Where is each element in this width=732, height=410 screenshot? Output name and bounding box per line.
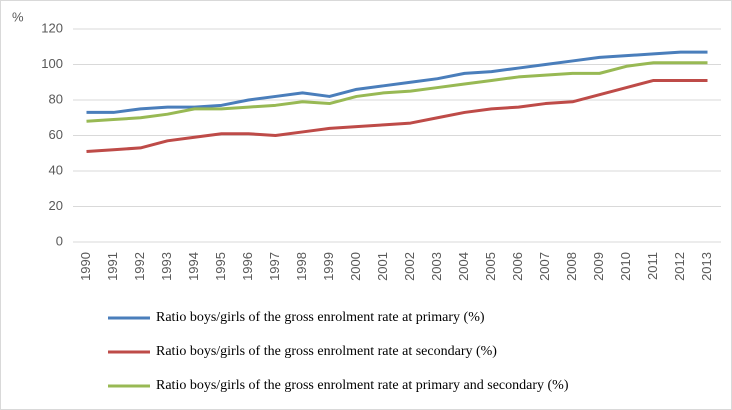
data-line: [86, 61, 708, 123]
y-tick-label: 120: [41, 20, 63, 35]
x-tick-label: 2006: [510, 252, 525, 281]
x-tick-label: 2008: [564, 252, 579, 281]
x-tick-label: 1995: [213, 252, 228, 281]
x-tick-label: 1993: [159, 252, 174, 281]
data-line: [86, 50, 708, 114]
x-tick-label: 2013: [699, 252, 714, 281]
x-tick-label: 2001: [375, 252, 390, 281]
legend-label: Ratio boys/girls of the gross enrolment …: [156, 344, 497, 359]
x-tick-label: 2005: [483, 252, 498, 281]
y-tick-label: 0: [56, 233, 63, 248]
x-tick-label: 2000: [348, 252, 363, 281]
y-tick-label: 40: [49, 162, 63, 177]
x-tick-label: 1991: [105, 252, 120, 281]
x-tick-label: 1994: [186, 252, 201, 281]
y-tick-label: 60: [49, 127, 63, 142]
x-tick-label: 1999: [321, 252, 336, 281]
x-tick-label: 2010: [618, 252, 633, 281]
y-tick-label: 80: [49, 91, 63, 106]
legend-label: Ratio boys/girls of the gross enrolment …: [156, 310, 485, 325]
x-tick-label: 2011: [645, 252, 660, 280]
legend-label: Ratio boys/girls of the gross enrolment …: [156, 378, 569, 393]
y-tick-label: 20: [49, 198, 63, 213]
x-tick-label: 2002: [402, 252, 417, 281]
x-tick-label: 2012: [672, 252, 687, 281]
x-tick-label: 2007: [537, 252, 552, 281]
x-tick-label: 1996: [240, 252, 255, 281]
x-tick-label: 1992: [132, 252, 147, 281]
x-tick-label: 2003: [429, 252, 444, 281]
x-tick-label: 2004: [456, 252, 471, 281]
y-axis-label: %: [12, 9, 24, 24]
y-tick-label: 100: [41, 56, 63, 71]
x-tick-label: 1997: [267, 252, 282, 281]
x-tick-label: 1998: [294, 252, 309, 281]
x-tick-label: 2009: [591, 252, 606, 281]
x-tick-label: 1990: [78, 252, 93, 281]
data-line: [86, 78, 708, 153]
